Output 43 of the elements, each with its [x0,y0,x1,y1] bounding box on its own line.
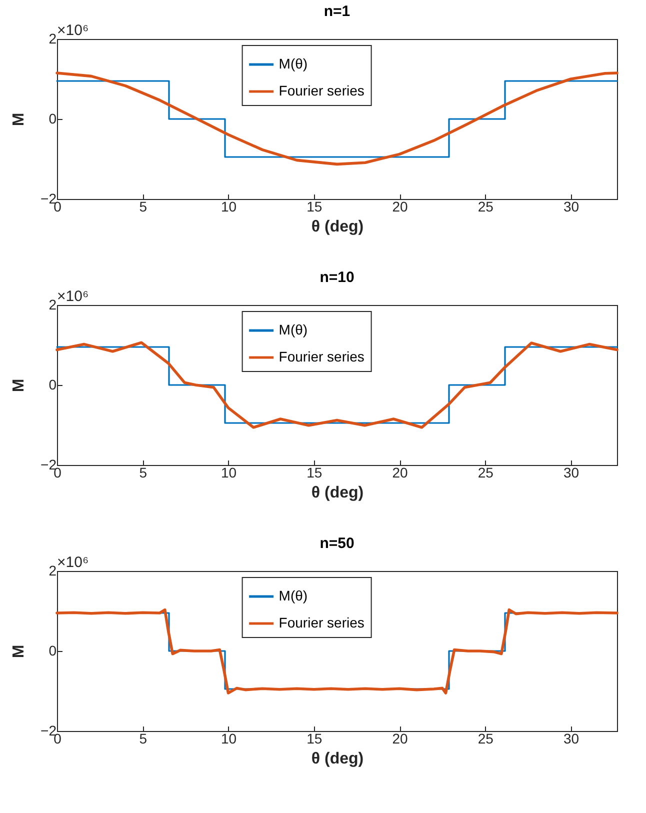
x-tick-label: 5 [139,464,148,480]
x-tick-label: 15 [306,730,322,746]
x-tick-label: 30 [563,198,580,214]
x-axis-title: θ (deg) [311,484,364,502]
text: ×10⁶ [57,288,89,305]
chart-title: n=1 [324,3,350,20]
x-tick-label: 5 [139,198,148,214]
x-tick-label: 20 [392,198,408,214]
x-tick-label: 15 [306,464,322,480]
y-tick-label: 0 [48,376,57,392]
x-tick-label: 30 [563,730,580,746]
chart-title: n=10 [320,269,354,286]
x-tick-label: 25 [478,730,494,746]
y-tick-label: 0 [48,110,57,126]
chart-title: n=50 [320,535,354,552]
line-series [56,72,618,166]
x-tick-label: 15 [306,198,322,214]
x-axis-title: θ (deg) [311,750,364,768]
legend-label: M(θ) [278,56,308,72]
y-tick-label: 2 [48,562,57,578]
legend-label: Fourier series [278,82,364,98]
x-tick-label: 10 [220,464,237,480]
x-tick-label: 25 [478,464,494,480]
x-axis-title: θ (deg) [311,218,364,236]
x-tick-label: 10 [220,730,237,746]
x-tick-label: 20 [392,730,408,746]
x-tick-label: 10 [220,198,237,214]
x-tick-label: 25 [478,198,494,214]
text: ×10⁶ [57,554,89,571]
legend-label: Fourier series [278,614,364,630]
y-tick-label: 2 [48,30,57,46]
y-tick-label: 0 [48,642,57,658]
legend-label: Fourier series [278,348,364,364]
legend-label: M(θ) [278,588,308,604]
y-axis-title: M [10,644,28,658]
y-axis-title: M [10,378,28,392]
x-tick-label: 30 [563,464,580,480]
x-tick-label: 20 [392,464,408,480]
y-axis-title: M [10,112,28,126]
text: ×10⁶ [57,22,89,39]
x-tick-label: 5 [139,730,148,746]
y-tick-label: 2 [48,296,57,312]
legend-label: M(θ) [278,322,308,338]
